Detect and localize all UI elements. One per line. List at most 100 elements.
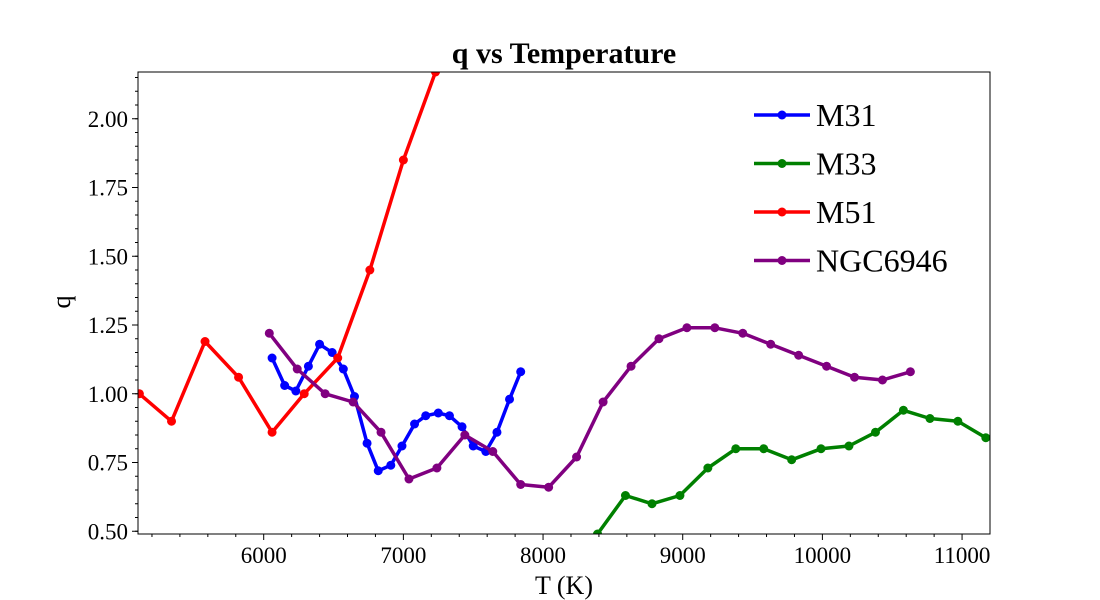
data-point-m33 [953,416,963,426]
x-tick-label: 11000 [934,543,991,568]
x-tick-label: 8000 [520,543,566,568]
data-point-ngc6946 [320,389,330,399]
legend-label-m33: M33 [816,146,876,182]
y-tick-label: 0.50 [88,519,128,544]
data-point-m51 [138,389,144,399]
data-point-m33 [759,444,769,454]
y-tick-label: 1.75 [88,176,128,201]
data-point-m31 [291,386,301,396]
data-point-ngc6946 [626,361,636,371]
series-line-m51 [138,72,438,435]
series-line-m33 [596,408,987,534]
data-point-ngc6946 [598,397,608,407]
data-point-ngc6946 [794,350,804,360]
legend-marker-m51 [777,207,787,217]
data-point-m51 [333,353,343,363]
legend: M31 M33 M51 NGC6946 [754,97,948,279]
x-tick-label: 7000 [380,543,426,568]
data-point-m31 [410,419,420,429]
data-point-m33 [647,499,657,509]
data-point-m51 [431,72,441,77]
data-point-m31 [327,348,337,357]
data-point-ngc6946 [516,480,526,489]
data-point-m31 [338,364,348,374]
data-point-m33 [870,427,880,437]
data-point-ngc6946 [488,447,498,456]
data-point-ngc6946 [460,430,470,440]
data-point-ngc6946 [905,367,915,377]
data-point-m31 [421,411,431,421]
data-point-ngc6946 [404,474,414,484]
data-point-m51 [299,389,309,399]
legend-marker-m31 [777,110,787,120]
data-point-ngc6946 [738,328,748,338]
y-tick-label: 0.75 [88,451,128,476]
x-tick-label: 10000 [794,543,852,568]
data-point-m31 [397,441,407,451]
chart-title: q vs Temperature [452,37,676,70]
data-point-m31 [303,361,313,371]
data-point-m31 [444,411,454,421]
data-point-m33 [898,405,908,415]
legend-label-m51: M51 [816,194,876,230]
data-point-m33 [816,444,826,454]
x-tick-label: 6000 [241,543,287,568]
data-point-ngc6946 [877,375,887,385]
data-point-m33 [925,414,935,423]
data-point-m33 [844,441,854,451]
data-point-ngc6946 [572,452,582,462]
legend-marker-m33 [777,159,787,168]
data-point-m51 [398,155,408,165]
data-point-m31 [492,427,502,437]
data-point-m31 [468,441,478,451]
data-point-ngc6946 [766,339,776,349]
data-point-ngc6946 [544,482,554,492]
data-point-m33 [787,455,797,465]
data-point-m31 [386,460,396,470]
legend-marker-ngc6946 [777,256,787,265]
data-point-m51 [365,265,375,275]
data-point-m31 [516,367,526,377]
data-point-m33 [731,444,741,454]
data-point-ngc6946 [264,328,274,338]
x-tick-label: 9000 [660,543,706,568]
plot-frame [137,71,991,535]
data-point-m51 [267,427,277,437]
data-point-ngc6946 [376,427,386,437]
data-point-m51 [234,372,244,382]
data-point-m31 [373,466,383,476]
data-point-ngc6946 [710,323,720,333]
data-point-ngc6946 [682,323,692,333]
data-point-ngc6946 [654,334,664,344]
y-axis-label: q [47,296,76,309]
legend-label-m31: M31 [816,97,876,133]
series-line-ngc6946 [267,326,911,490]
data-point-m33 [593,529,603,534]
data-point-m51 [167,416,177,426]
data-point-ngc6946 [292,364,302,374]
ticks-layer: 6000 7000 8000 9000 10000 11000 0.50 0.75 1.00 1.… [88,77,991,568]
y-tick-label: 1.50 [88,244,128,269]
data-point-ngc6946 [348,397,358,407]
y-tick-label: 2.00 [88,107,128,132]
data-point-m33 [675,491,685,500]
y-tick-label: 1.25 [88,313,128,338]
y-tick-label: 1.00 [88,382,128,407]
data-point-m33 [620,491,630,500]
data-point-m31 [505,394,515,404]
data-point-ngc6946 [432,463,442,473]
data-point-ngc6946 [822,361,832,371]
data-point-m31 [280,381,290,390]
data-point-m33 [981,433,990,443]
legend-label-ngc6946: NGC6946 [816,243,948,279]
data-point-m31 [267,353,277,363]
x-axis-label: T (K) [535,571,593,600]
data-point-m31 [362,438,372,448]
data-point-m31 [457,422,467,432]
data-point-m31 [315,339,325,349]
data-point-m33 [703,463,713,473]
data-point-m51 [200,337,210,346]
data-point-ngc6946 [850,372,860,382]
series-layer [138,72,990,534]
